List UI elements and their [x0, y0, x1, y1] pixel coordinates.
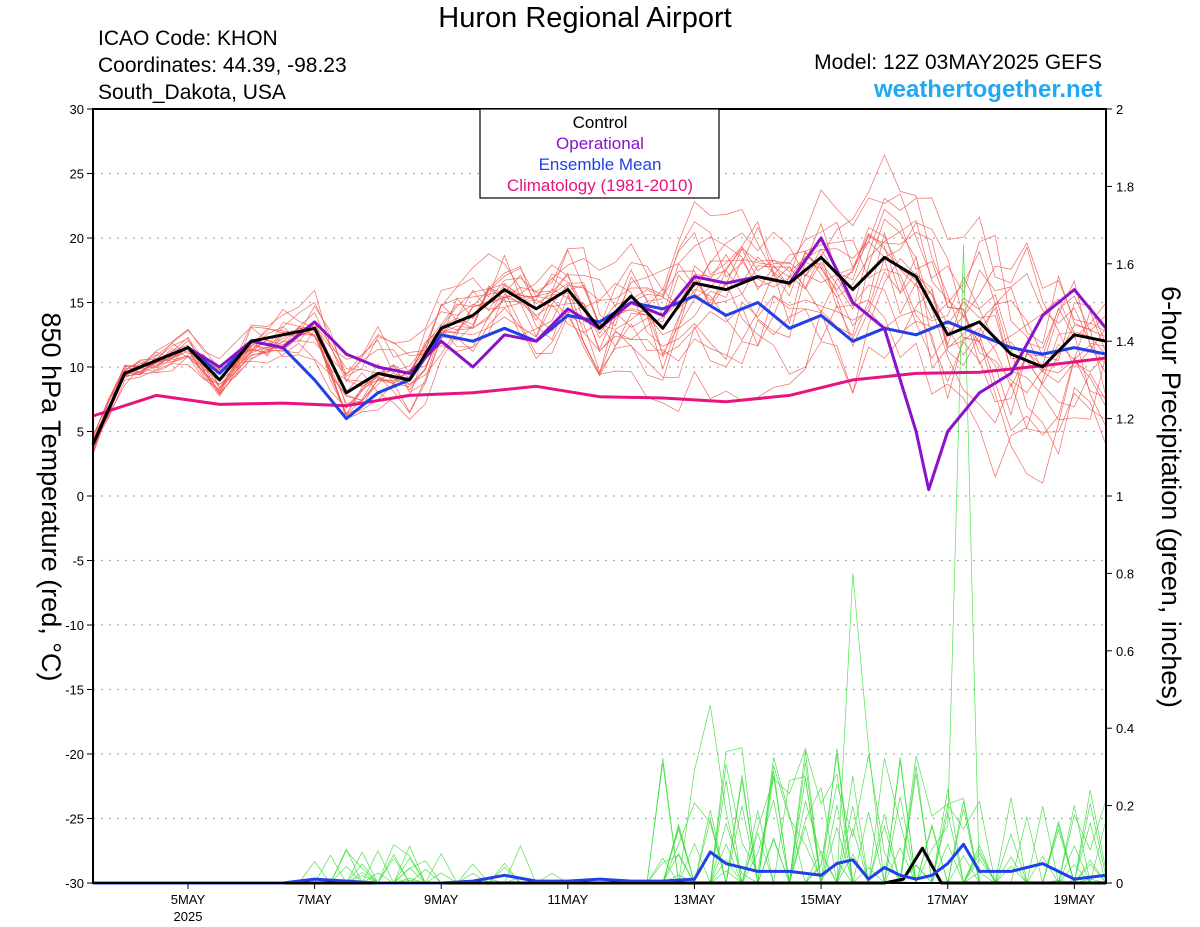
precip-member-line — [93, 757, 1106, 884]
y-right-tick-label: 0.6 — [1116, 644, 1134, 659]
y-right-tick-label: 1.6 — [1116, 257, 1134, 272]
y-left-tick-label: -20 — [65, 747, 84, 762]
temp-member-line — [92, 221, 1107, 446]
y-left-tick-label: 30 — [70, 102, 84, 117]
y-left-tick-label: 5 — [77, 425, 84, 440]
y-axis-right-label: 6-hour Precipitation (green, inches) — [1156, 286, 1186, 708]
precip-member-line — [93, 777, 1106, 885]
ensemble-members-temperature — [92, 154, 1107, 484]
x-tick-label: 15MAY — [800, 892, 842, 907]
legend: Control Operational Ensemble Mean Climat… — [479, 108, 720, 199]
axes: 302520151050-5-10-15-20-25-3021.81.61.41… — [65, 102, 1134, 924]
y-right-tick-label: 0 — [1116, 876, 1123, 891]
plot-frame — [92, 108, 1107, 884]
y-left-tick-label: -30 — [65, 876, 84, 891]
precip-member-line — [93, 755, 1106, 885]
precip-member-line — [93, 754, 1107, 884]
x-tick-label: 11MAY — [547, 892, 588, 907]
precip-member-line — [93, 750, 1106, 884]
temp-member-line — [92, 154, 1107, 484]
temp-member-line — [92, 226, 1107, 445]
legend-item-ensemble-mean: Ensemble Mean — [539, 155, 662, 174]
x-tick-label: 13MAY — [674, 892, 716, 907]
y-axis-left-label: 850 hPa Temperature (red, °C) — [36, 313, 66, 682]
y-left-tick-label: -25 — [65, 812, 84, 827]
y-right-tick-label: 1.4 — [1116, 334, 1134, 349]
legend-box — [479, 108, 720, 199]
precip-member-line — [93, 762, 1106, 884]
legend-item-control: Control — [573, 113, 628, 132]
x-tick-label: 9MAY — [424, 892, 459, 907]
y-right-tick-label: 1.2 — [1116, 412, 1134, 427]
precip-member-line — [93, 244, 1106, 885]
x-tick-label: 17MAY — [927, 892, 969, 907]
ensemble-members-precip — [93, 244, 1107, 885]
region: South_Dakota, USA — [98, 81, 286, 104]
y-left-tick-label: 25 — [70, 167, 84, 182]
precip-member-line — [93, 789, 1106, 884]
y-right-tick-label: 0.8 — [1116, 566, 1134, 581]
x-tick-label: 5MAY — [171, 892, 206, 907]
y-left-tick-label: 0 — [77, 489, 84, 504]
x-tick-label: 7MAY — [297, 892, 332, 907]
y-right-tick-label: 2 — [1116, 102, 1123, 117]
series-line-climatology-1981-2010-left — [92, 356, 1107, 418]
x-tick-year-label: 2025 — [174, 909, 203, 924]
x-tick-label: 19MAY — [1054, 892, 1096, 907]
y-left-tick-label: 20 — [70, 231, 84, 246]
y-left-tick-label: -5 — [72, 554, 84, 569]
series-line-control-left — [91, 255, 1107, 446]
series-line-operational-left — [91, 236, 1108, 492]
precip-member-line — [93, 747, 1107, 884]
series-lines — [91, 236, 1108, 885]
icao-code: ICAO Code: KHON — [98, 27, 278, 50]
y-right-tick-label: 0.4 — [1116, 721, 1134, 736]
y-right-tick-label: 1.8 — [1116, 179, 1134, 194]
y-left-tick-label: -15 — [65, 683, 84, 698]
precip-member-line — [93, 765, 1106, 884]
website-link[interactable]: weathertogether.net — [873, 76, 1102, 103]
precip-member-line — [93, 775, 1107, 884]
temp-member-line — [92, 232, 1107, 437]
y-left-tick-label: -10 — [65, 618, 84, 633]
y-right-tick-label: 0.2 — [1116, 799, 1134, 814]
temp-member-line — [92, 197, 1107, 453]
y-left-tick-label: 10 — [70, 360, 84, 375]
grid — [93, 172, 1106, 820]
temp-member-line — [92, 247, 1107, 436]
temp-member-line — [92, 208, 1107, 437]
model-run: Model: 12Z 03MAY2025 GEFS — [814, 51, 1102, 74]
precip-member-line — [93, 757, 1107, 885]
temp-member-line — [92, 222, 1107, 455]
precip-member-line — [93, 573, 1107, 884]
precip-member-line — [93, 758, 1107, 884]
y-left-tick-label: 15 — [70, 296, 84, 311]
legend-item-climatology: Climatology (1981-2010) — [507, 176, 693, 195]
precip-member-line — [93, 747, 1106, 884]
coordinates: Coordinates: 44.39, -98.23 — [98, 54, 347, 77]
precip-member-line — [93, 754, 1107, 884]
chart-title: Huron Regional Airport — [438, 2, 732, 34]
legend-item-operational: Operational — [556, 134, 644, 153]
y-right-tick-label: 1 — [1116, 489, 1123, 504]
